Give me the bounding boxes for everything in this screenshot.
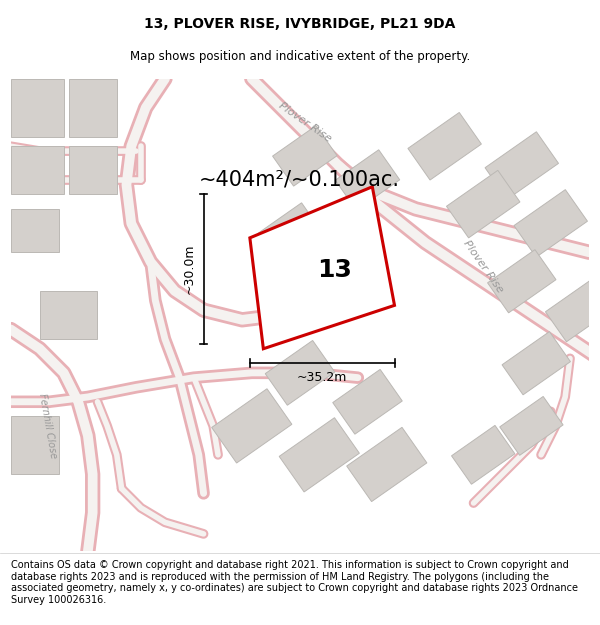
Polygon shape — [40, 291, 97, 339]
Polygon shape — [335, 150, 400, 210]
Text: Plover Rise: Plover Rise — [461, 239, 505, 295]
Polygon shape — [11, 79, 64, 137]
Text: Contains OS data © Crown copyright and database right 2021. This information is : Contains OS data © Crown copyright and d… — [11, 560, 578, 605]
Polygon shape — [514, 189, 587, 257]
Polygon shape — [488, 249, 556, 313]
Polygon shape — [212, 389, 292, 463]
Polygon shape — [265, 341, 335, 405]
Polygon shape — [11, 209, 59, 252]
Text: 13, PLOVER RISE, IVYBRIDGE, PL21 9DA: 13, PLOVER RISE, IVYBRIDGE, PL21 9DA — [145, 17, 455, 31]
Polygon shape — [279, 418, 359, 492]
Polygon shape — [347, 428, 427, 502]
Polygon shape — [333, 369, 402, 434]
Text: Fernhill Close: Fernhill Close — [37, 392, 58, 459]
Text: 13: 13 — [317, 258, 352, 282]
Text: ~30.0m: ~30.0m — [183, 244, 196, 294]
Polygon shape — [446, 171, 520, 238]
Polygon shape — [321, 232, 385, 292]
Polygon shape — [485, 132, 559, 199]
Text: ~404m²/~0.100ac.: ~404m²/~0.100ac. — [199, 170, 400, 190]
Polygon shape — [545, 279, 600, 342]
Polygon shape — [500, 396, 563, 456]
Polygon shape — [502, 332, 571, 395]
Polygon shape — [11, 416, 59, 474]
Text: ~35.2m: ~35.2m — [297, 371, 347, 384]
Polygon shape — [68, 146, 117, 194]
Polygon shape — [11, 146, 64, 194]
Polygon shape — [272, 126, 337, 186]
Polygon shape — [408, 112, 481, 180]
Polygon shape — [452, 426, 515, 484]
Text: Plover Rise: Plover Rise — [277, 101, 333, 144]
Polygon shape — [250, 187, 395, 349]
Polygon shape — [68, 79, 117, 137]
Text: Map shows position and indicative extent of the property.: Map shows position and indicative extent… — [130, 50, 470, 63]
Polygon shape — [258, 203, 323, 263]
